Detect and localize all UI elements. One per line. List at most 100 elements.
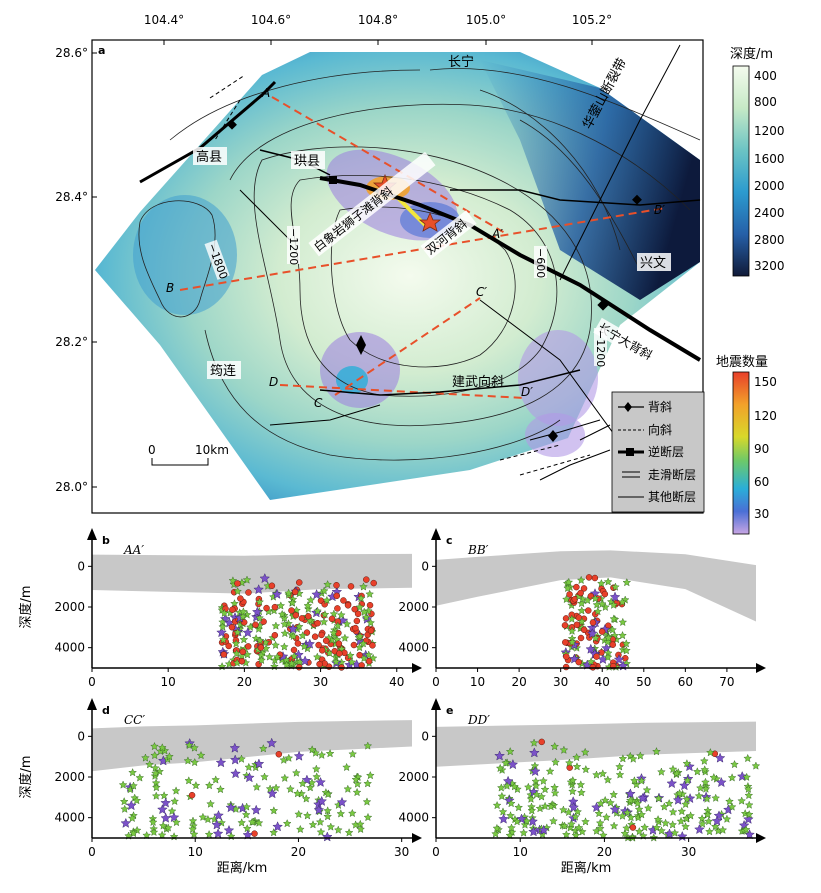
quake-star bbox=[326, 822, 336, 831]
quake-star bbox=[563, 583, 572, 593]
y-axis-arrow bbox=[431, 698, 441, 710]
panel-label: b bbox=[102, 534, 110, 547]
quake-star bbox=[276, 601, 286, 610]
quake-star bbox=[344, 828, 354, 837]
quake-star bbox=[700, 756, 709, 765]
quake-dot bbox=[352, 624, 359, 632]
y-axis-label: 深度/m bbox=[18, 755, 34, 798]
legend-item: 逆断层 bbox=[648, 444, 684, 459]
quake-star bbox=[334, 825, 343, 834]
point-d: D bbox=[269, 375, 278, 389]
quake-dot bbox=[336, 650, 343, 657]
quake-star bbox=[529, 765, 541, 777]
scalebar: 0 10km bbox=[148, 443, 229, 466]
quake-star bbox=[581, 764, 591, 774]
x-tick-label: 40 bbox=[389, 675, 404, 689]
quake-tick: 150 bbox=[754, 375, 777, 389]
quake-dot bbox=[188, 791, 196, 799]
quake-star bbox=[567, 614, 577, 623]
quake-star bbox=[716, 776, 727, 788]
quake-star bbox=[718, 825, 728, 834]
quake-star bbox=[205, 781, 214, 790]
quake-dot bbox=[333, 592, 340, 600]
quake-star bbox=[654, 794, 663, 803]
quake-star bbox=[126, 800, 137, 811]
quake-dot bbox=[315, 641, 322, 649]
quake-star bbox=[322, 831, 333, 842]
depth-tick: 800 bbox=[754, 95, 777, 109]
quake-star bbox=[325, 749, 335, 758]
quake-star bbox=[571, 812, 580, 821]
quake-dot bbox=[237, 595, 244, 602]
quake-star bbox=[672, 768, 681, 778]
quake-dot bbox=[585, 607, 592, 614]
quake-star bbox=[323, 812, 332, 821]
y-tick-label: 2000 bbox=[54, 600, 85, 614]
quake-dot bbox=[356, 651, 363, 659]
quake-star bbox=[204, 829, 214, 839]
quake-star bbox=[572, 762, 582, 771]
quake-star bbox=[636, 751, 645, 760]
quake-dot bbox=[577, 634, 585, 642]
quake-star bbox=[316, 827, 326, 836]
quake-star bbox=[561, 830, 571, 839]
quake-star bbox=[300, 642, 309, 651]
y-tick-label: 2000 bbox=[398, 600, 429, 614]
quake-star bbox=[576, 575, 586, 585]
quake-star bbox=[744, 784, 753, 793]
quake-dot bbox=[571, 595, 579, 603]
quake-star bbox=[611, 582, 620, 591]
quake-star bbox=[294, 622, 304, 631]
x-tick-label: 40 bbox=[595, 675, 610, 689]
quake-star bbox=[333, 621, 343, 630]
quake-dot bbox=[292, 611, 300, 619]
x-axis-arrow bbox=[756, 833, 766, 843]
x-tick-label: 10 bbox=[188, 845, 203, 859]
quake-star bbox=[546, 802, 556, 811]
quake-star bbox=[337, 610, 346, 619]
quake-dot bbox=[350, 641, 358, 649]
quake-star bbox=[312, 772, 321, 781]
quake-star bbox=[491, 829, 500, 838]
quake-dot bbox=[593, 653, 600, 660]
quake-star bbox=[494, 750, 505, 761]
quake-star bbox=[505, 747, 515, 756]
quake-star bbox=[609, 614, 619, 623]
quake-star bbox=[574, 823, 584, 832]
quake-star bbox=[313, 804, 325, 815]
quake-star bbox=[342, 762, 351, 772]
quake-star bbox=[600, 795, 610, 805]
quake-star bbox=[233, 586, 242, 596]
x-tick-label: 30 bbox=[394, 845, 409, 859]
quake-star bbox=[127, 813, 137, 823]
profile-panel-b: 0 10 20 30 40 0 2000 4000 b AA′ 深度/m bbox=[18, 528, 422, 689]
quake-star bbox=[601, 642, 612, 653]
quake-star bbox=[346, 651, 355, 660]
lat-tick: 28.4° bbox=[55, 190, 88, 204]
quake-star bbox=[711, 793, 720, 802]
topography-band bbox=[92, 720, 412, 772]
quake-star bbox=[319, 586, 329, 595]
point-b2: B′ bbox=[654, 203, 665, 217]
quake-dot bbox=[344, 602, 352, 609]
quake-star bbox=[657, 767, 666, 776]
quake-star bbox=[311, 589, 322, 600]
quake-dot bbox=[294, 640, 302, 647]
quake-star bbox=[355, 602, 365, 611]
depth-tick: 1600 bbox=[754, 152, 785, 166]
quake-star bbox=[637, 810, 646, 819]
quake-star bbox=[280, 628, 290, 638]
quake-star bbox=[526, 794, 536, 803]
quake-dot bbox=[367, 627, 375, 634]
quake-star bbox=[675, 788, 684, 798]
quake-tick: 30 bbox=[754, 507, 769, 521]
quake-star bbox=[539, 776, 548, 785]
quake-star bbox=[259, 744, 268, 753]
quake-star bbox=[524, 782, 533, 791]
quake-star bbox=[598, 830, 608, 840]
quake-star bbox=[323, 580, 332, 589]
quake-star bbox=[280, 619, 289, 628]
quake-star bbox=[183, 756, 193, 765]
profile-name: AA′ bbox=[123, 543, 144, 557]
quake-star bbox=[336, 796, 348, 807]
